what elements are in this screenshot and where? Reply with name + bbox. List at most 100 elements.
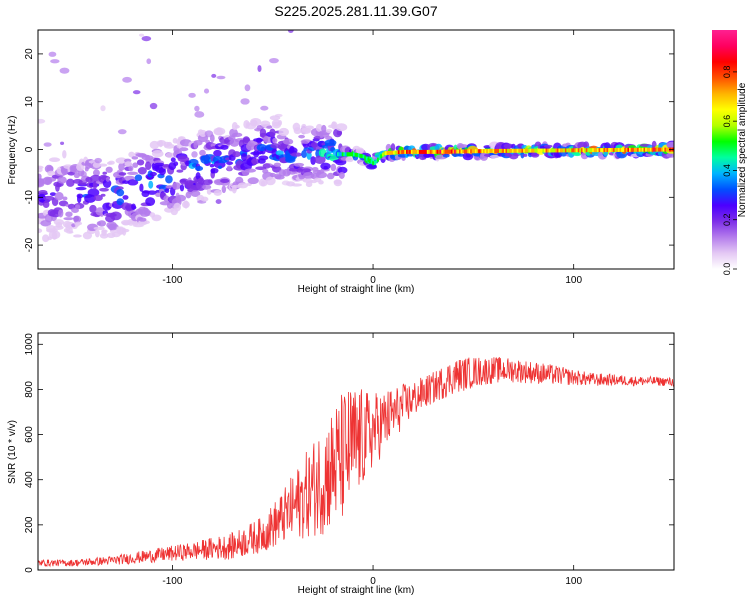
heatmap-ridge-cell [603,148,606,153]
heatmap-ridge-cell [648,147,651,152]
heatmap-cell [202,184,212,190]
heatmap-ridge-cell [665,147,668,152]
heatmap-cell [462,152,474,161]
heatmap-ridge-cell [397,150,400,155]
heatmap-ridge-cell [389,150,392,155]
heatmap-cell [244,168,257,173]
heatmap-ridge-cell [458,149,461,154]
heatmap-ridge-cell [357,153,360,158]
heatmap-cell [43,142,52,147]
heatmap-ridge-cell [381,152,384,157]
heatmap-ridge-cell [359,153,362,158]
heatmap-cell [199,129,207,138]
heatmap-cell [155,192,162,198]
heatmap-cell [127,171,139,175]
heatmap-cell [256,137,263,144]
heatmap-ridge-cell [571,148,574,153]
heatmap-ridge-cell [561,148,564,153]
heatmap-ridge-cell [572,148,575,153]
heatmap-ridge-cell [428,149,431,154]
heatmap-ridge-cell [336,152,339,157]
heatmap-cell [144,161,152,171]
heatmap-cell [240,98,250,105]
heatmap-cell [278,120,283,126]
heatmap-cell [250,117,262,126]
heatmap-cell [67,171,76,176]
x-tick-label: -100 [162,576,182,587]
heatmap-cell [293,127,302,135]
heatmap-cell [109,223,116,232]
heatmap-cell [287,30,294,34]
heatmap-ridge-cell [450,149,453,154]
heatmap-ridge-cell [497,148,500,153]
heatmap-ridge-cell [492,148,495,153]
heatmap-ridge-cell [609,148,612,153]
heatmap-cell [345,156,354,163]
heatmap-cell [54,192,64,201]
heatmap-ridge-cell [476,149,479,154]
heatmap-cell [122,228,130,233]
heatmap-ridge-cell [590,148,593,153]
heatmap-cell [216,127,222,132]
heatmap-ridge-cell [601,148,604,153]
heatmap-cell [335,123,348,132]
heatmap-ridge-cell [649,147,652,152]
heatmap-ridge-cell [373,160,376,165]
x-tick-label: -100 [162,275,182,286]
heatmap-ridge-cell [662,147,665,152]
heatmap-ridge-cell [471,149,474,154]
heatmap-cell [278,127,290,137]
heatmap-ridge-cell [367,157,370,162]
heatmap-cell [604,142,611,150]
y-tick-label: 600 [24,426,35,443]
heatmap-cell [89,204,97,213]
heatmap-cell [47,170,56,177]
heatmap-ridge-cell [423,149,426,154]
heatmap-ridge-cell [579,148,582,153]
heatmap-cell [390,143,396,152]
heatmap-cell [93,194,103,201]
colorbar-label: Normalized spectral amplitude [737,82,748,217]
heatmap-ridge-cell [545,148,548,153]
heatmap-cell [102,171,108,175]
heatmap-ridge-cell [500,148,503,153]
heatmap-cell [272,137,278,144]
heatmap-cell [158,166,166,176]
heatmap-cell [132,90,141,95]
snr-x-label: Height of straight line (km) [298,585,415,596]
heatmap-cell [191,151,198,158]
heatmap-cell [136,159,145,166]
heatmap-cell [53,219,65,226]
heatmap-ridge-cell [361,154,364,159]
heatmap-ridge-cell [434,149,437,154]
heatmap-cell [139,183,144,192]
heatmap-cell [50,59,60,64]
heatmap-cell [220,178,230,184]
snr-y-label: SNR (10 * v/v) [7,420,18,484]
heatmap-cell [132,162,139,168]
heatmap-cell [179,184,185,192]
heatmap-cell [115,186,124,190]
heatmap-cell [330,163,337,172]
heatmap-ridge-cell [519,148,522,153]
heatmap-ridge-cell [410,149,413,154]
heatmap-ridge-cell [598,148,601,153]
heatmap-ridge-cell [356,153,359,158]
heatmap-ridge-cell [593,148,596,153]
heatmap-cell [122,195,129,200]
heatmap-ridge-cell [513,148,516,153]
heatmap-ridge-cell [606,148,609,153]
heatmap-cell [131,156,139,160]
heatmap-cell [105,177,110,182]
heatmap-ridge-cell [588,148,591,153]
heatmap-cell [315,123,323,132]
heatmap-ridge-cell [364,155,367,160]
heatmap-ridge-cell [547,148,550,153]
heatmap-ridge-cell [604,148,607,153]
heatmap-cell [100,193,106,197]
heatmap-ridge-cell [354,152,357,157]
heatmap-cell [92,180,98,190]
heatmap-ridge-cell [460,149,463,154]
heatmap-cell [179,147,189,152]
heatmap-cell [128,165,134,172]
